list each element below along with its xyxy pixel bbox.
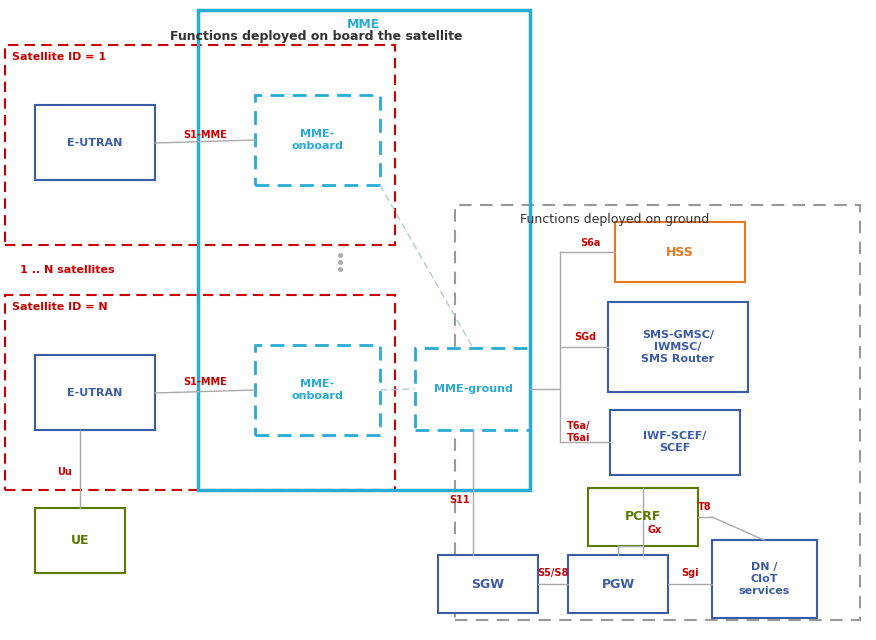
Text: 1 .. N satellites: 1 .. N satellites xyxy=(20,265,115,275)
Bar xyxy=(712,540,817,618)
Bar xyxy=(35,105,155,180)
Text: MME-
onboard: MME- onboard xyxy=(291,129,343,151)
Bar xyxy=(415,348,530,430)
Text: MME-ground: MME-ground xyxy=(434,384,512,394)
Text: Gx: Gx xyxy=(648,525,662,535)
Bar xyxy=(455,205,860,620)
Text: S1-MME: S1-MME xyxy=(183,377,227,387)
Text: Satellite ID = N: Satellite ID = N xyxy=(12,302,108,312)
Text: Functions deployed on board the satellite: Functions deployed on board the satellit… xyxy=(170,30,463,43)
Text: Uu: Uu xyxy=(58,467,73,477)
Text: S6a: S6a xyxy=(580,238,600,248)
Bar xyxy=(568,555,668,613)
Bar xyxy=(608,302,748,392)
Text: E-UTRAN: E-UTRAN xyxy=(67,388,123,398)
Text: SGd: SGd xyxy=(574,332,596,342)
Bar xyxy=(255,95,380,185)
Text: S1-MME: S1-MME xyxy=(183,130,227,140)
Text: MME-
onboard: MME- onboard xyxy=(291,379,343,401)
Text: Sgi: Sgi xyxy=(682,568,699,578)
Bar xyxy=(255,345,380,435)
Bar xyxy=(588,488,698,546)
Bar xyxy=(438,555,538,613)
Text: MME: MME xyxy=(346,18,379,31)
Text: S5/S8: S5/S8 xyxy=(537,568,569,578)
Text: IWF-SCEF/
SCEF: IWF-SCEF/ SCEF xyxy=(643,431,707,453)
Text: PCRF: PCRF xyxy=(625,511,661,524)
Text: HSS: HSS xyxy=(666,246,694,259)
Text: SMS-GMSC/
IWMSC/
SMS Router: SMS-GMSC/ IWMSC/ SMS Router xyxy=(641,330,715,364)
Text: DN /
CIoT
services: DN / CIoT services xyxy=(738,563,789,596)
Bar xyxy=(35,355,155,430)
Text: PGW: PGW xyxy=(602,577,634,591)
Text: Functions deployed on ground: Functions deployed on ground xyxy=(520,213,710,226)
Text: E-UTRAN: E-UTRAN xyxy=(67,138,123,148)
Text: SGW: SGW xyxy=(471,577,505,591)
Bar xyxy=(615,222,745,282)
Text: T6a/
T6ai: T6a/ T6ai xyxy=(568,421,590,443)
Bar xyxy=(610,410,740,475)
Bar xyxy=(5,45,395,245)
Bar xyxy=(35,508,125,573)
Text: Satellite ID = 1: Satellite ID = 1 xyxy=(12,52,106,62)
Text: S11: S11 xyxy=(449,495,470,505)
Text: T8: T8 xyxy=(698,502,712,512)
Bar xyxy=(5,295,395,490)
Bar xyxy=(198,10,530,490)
Text: UE: UE xyxy=(71,534,89,547)
